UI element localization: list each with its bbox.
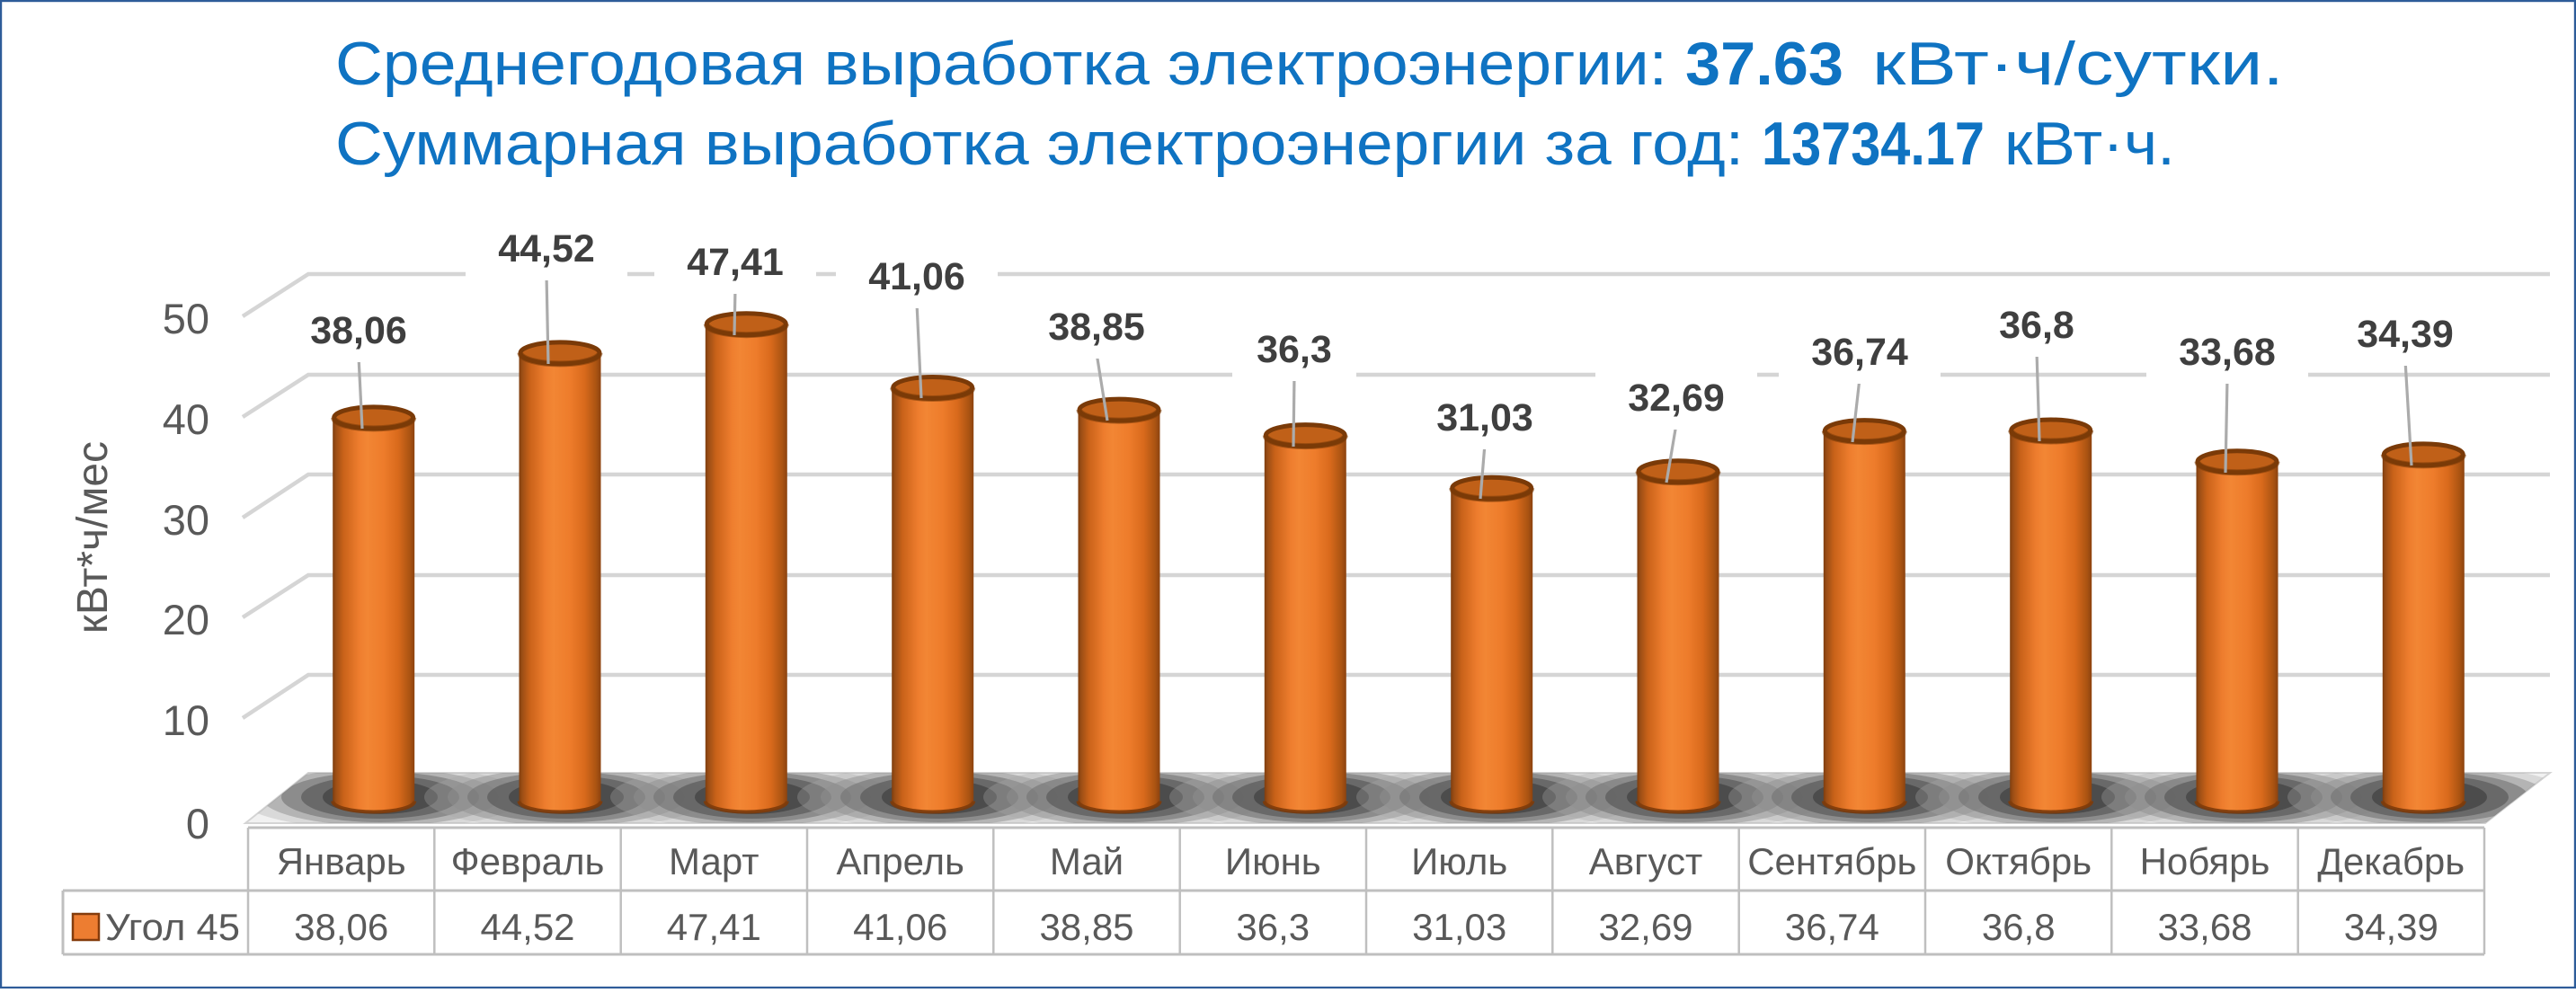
svg-text:36,3: 36,3 — [1236, 906, 1310, 948]
svg-text:Январь: Январь — [277, 840, 406, 882]
svg-text:кВт*ч/мес: кВт*ч/мес — [69, 441, 117, 634]
svg-text:Апрель: Апрель — [836, 840, 964, 882]
svg-text:30: 30 — [163, 496, 209, 544]
svg-text:Сентябрь: Сентябрь — [1747, 840, 1916, 882]
svg-text:Декабрь: Декабрь — [2317, 840, 2465, 882]
svg-text:38,06: 38,06 — [294, 906, 388, 948]
svg-text:41,06: 41,06 — [853, 906, 947, 948]
svg-text:36,3: 36,3 — [1257, 328, 1332, 371]
svg-text:31,03: 31,03 — [1436, 396, 1533, 439]
svg-text:Октябрь: Октябрь — [1945, 840, 2092, 882]
svg-text:Август: Август — [1589, 840, 1702, 882]
svg-text:Нобярь: Нобярь — [2140, 840, 2270, 882]
svg-text:36,8: 36,8 — [1982, 906, 2056, 948]
svg-text:38,85: 38,85 — [1048, 306, 1145, 349]
svg-text:кВт·ч/сутки.: кВт·ч/сутки. — [1872, 30, 2284, 98]
svg-text:Угол 45: Угол 45 — [105, 906, 240, 948]
svg-text:40: 40 — [163, 395, 209, 443]
svg-text:44,52: 44,52 — [498, 227, 595, 270]
svg-text:Июль: Июль — [1411, 840, 1507, 882]
svg-text:32,69: 32,69 — [1598, 906, 1692, 948]
svg-text:37.63: 37.63 — [1685, 30, 1843, 98]
svg-text:34,39: 34,39 — [2344, 906, 2438, 948]
svg-text:38,06: 38,06 — [310, 309, 407, 352]
svg-text:34,39: 34,39 — [2357, 313, 2454, 356]
svg-text:47,41: 47,41 — [667, 906, 761, 948]
svg-text:38,85: 38,85 — [1039, 906, 1133, 948]
svg-text:44,52: 44,52 — [480, 906, 574, 948]
svg-text:Май: Май — [1050, 840, 1124, 882]
svg-text:Среднегодовая выработка электр: Среднегодовая выработка электроэнергии: — [335, 30, 1667, 98]
svg-text:Июнь: Июнь — [1225, 840, 1321, 882]
svg-text:0: 0 — [186, 800, 209, 847]
svg-text:20: 20 — [163, 596, 209, 643]
svg-text:Март: Март — [669, 840, 759, 882]
svg-text:Суммарная выработка электроэне: Суммарная выработка электроэнергии за го… — [335, 110, 1744, 178]
svg-text:32,69: 32,69 — [1628, 377, 1725, 420]
svg-text:33,68: 33,68 — [2179, 331, 2276, 374]
svg-text:36,74: 36,74 — [1785, 906, 1879, 948]
svg-text:36,8: 36,8 — [1999, 304, 2074, 347]
svg-text:Февраль: Февраль — [451, 840, 605, 882]
svg-text:кВт·ч.: кВт·ч. — [2004, 110, 2175, 178]
svg-text:36,74: 36,74 — [1811, 331, 1908, 374]
svg-text:13734.17: 13734.17 — [1762, 110, 1985, 178]
svg-text:10: 10 — [163, 696, 209, 744]
svg-text:33,68: 33,68 — [2157, 906, 2252, 948]
svg-text:41,06: 41,06 — [868, 255, 965, 298]
svg-text:47,41: 47,41 — [687, 241, 784, 284]
svg-text:31,03: 31,03 — [1412, 906, 1506, 948]
svg-text:50: 50 — [163, 295, 209, 342]
